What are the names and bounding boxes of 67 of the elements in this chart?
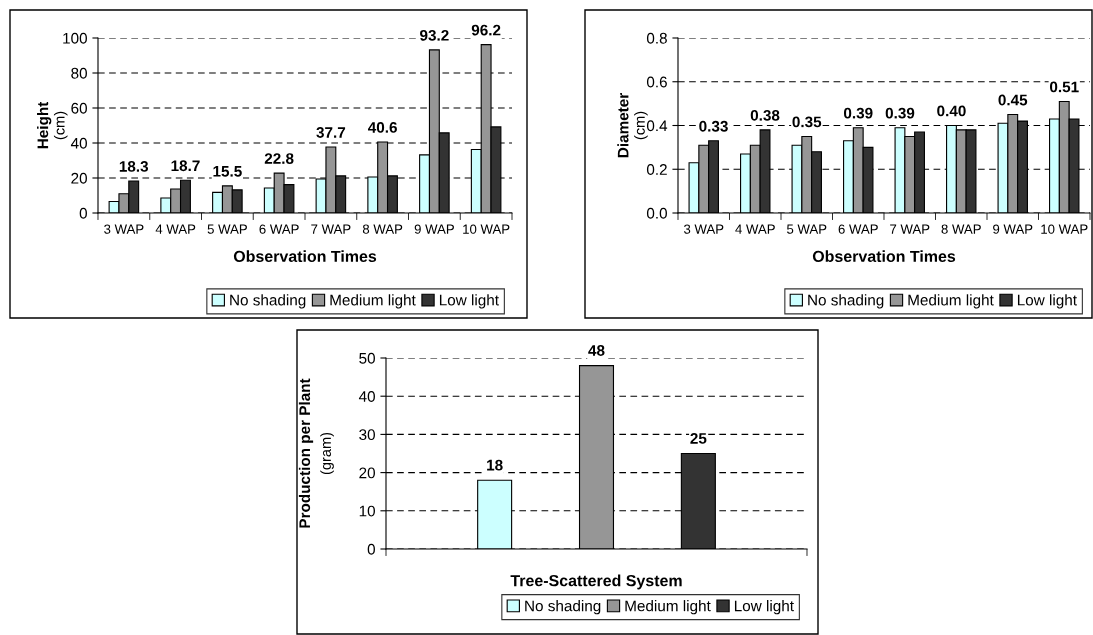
data-label: 0.33 bbox=[699, 120, 728, 132]
x-tick-label: 10 WAP bbox=[463, 224, 510, 234]
data-label: 0.40 bbox=[937, 105, 966, 117]
legend-label: Medium light bbox=[625, 600, 711, 615]
data-label: 18 bbox=[487, 459, 503, 471]
data-label: 0.39 bbox=[843, 107, 873, 119]
y-tick-label: 50 bbox=[359, 352, 375, 364]
x-tick-label: 10 WAP bbox=[1041, 224, 1088, 234]
y-tick-label: 10 bbox=[359, 505, 375, 517]
data-label: 40.6 bbox=[367, 121, 397, 133]
x-axis-title: Observation Times bbox=[233, 250, 377, 263]
x-tick-label: 6 WAP bbox=[259, 224, 299, 234]
x-tick-label: 5 WAP bbox=[207, 224, 247, 234]
x-tick-label: 3 WAP bbox=[104, 224, 144, 234]
data-label: 48 bbox=[588, 345, 605, 356]
data-label: 37.7 bbox=[316, 127, 346, 138]
x-tick-label: 4 WAP bbox=[155, 224, 196, 234]
y-tick-label: 0 bbox=[367, 543, 375, 555]
x-tick-label: 3 WAP bbox=[683, 224, 724, 234]
y-tick-label: 0.6 bbox=[646, 76, 667, 88]
legend-label: Medium light bbox=[330, 294, 416, 309]
data-label: 96.2 bbox=[471, 24, 501, 36]
y-axis-title: Diameter (cm) bbox=[617, 93, 648, 158]
x-tick-label: 8 WAP bbox=[362, 224, 403, 234]
x-tick-label: 9 WAP bbox=[414, 224, 454, 234]
data-label: 0.39 bbox=[885, 107, 915, 119]
y-axis-title: Height (cm) bbox=[37, 101, 68, 149]
data-label: 0.38 bbox=[750, 109, 780, 121]
y-tick-label: 0.2 bbox=[646, 164, 667, 175]
legend-label: Low light bbox=[1017, 294, 1077, 309]
data-label: 0.45 bbox=[998, 94, 1028, 106]
x-tick-label: 5 WAP bbox=[787, 224, 827, 234]
data-label: 18.7 bbox=[171, 160, 200, 172]
y-tick-label: 20 bbox=[359, 467, 375, 479]
data-label: 0.35 bbox=[792, 116, 822, 128]
legend-label: Low light bbox=[439, 294, 499, 309]
x-axis-title: Tree-Scattered System bbox=[510, 574, 682, 590]
y-tick-label: 30 bbox=[359, 429, 375, 441]
legend-label: Medium light bbox=[908, 294, 994, 309]
y-axis-title: Production per Plant (gram) bbox=[298, 378, 334, 528]
x-axis-title: Observation Times bbox=[812, 250, 956, 263]
data-label: 15.5 bbox=[213, 166, 242, 177]
legend-label: Low light bbox=[734, 600, 794, 615]
y-tick-label: 0.8 bbox=[646, 32, 667, 44]
x-tick-label: 8 WAP bbox=[941, 224, 981, 234]
x-tick-label: 6 WAP bbox=[838, 224, 878, 234]
y-tick-label: 0 bbox=[79, 207, 87, 219]
data-label: 18.3 bbox=[119, 161, 149, 172]
y-tick-label: 20 bbox=[71, 172, 87, 184]
y-tick-label: 80 bbox=[71, 67, 87, 79]
legend-label: No shading bbox=[808, 294, 884, 309]
x-tick-label: 7 WAP bbox=[890, 224, 930, 234]
data-label: 93.2 bbox=[420, 29, 449, 41]
y-tick-label: 40 bbox=[358, 391, 375, 402]
legend-label: No shading bbox=[525, 600, 601, 615]
y-tick-label: 0.4 bbox=[646, 120, 668, 132]
y-tick-label: 100 bbox=[63, 32, 87, 44]
data-label: 0.51 bbox=[1049, 81, 1079, 93]
y-tick-label: 0.0 bbox=[646, 207, 667, 219]
data-label: 22.8 bbox=[264, 153, 294, 164]
x-tick-label: 4 WAP bbox=[735, 224, 775, 234]
x-tick-label: 9 WAP bbox=[993, 224, 1033, 234]
data-label: 25 bbox=[690, 432, 707, 444]
y-tick-label: 40 bbox=[70, 137, 87, 149]
legend-label: No shading bbox=[230, 294, 306, 309]
x-tick-label: 7 WAP bbox=[311, 224, 351, 234]
y-tick-label: 60 bbox=[71, 102, 87, 114]
